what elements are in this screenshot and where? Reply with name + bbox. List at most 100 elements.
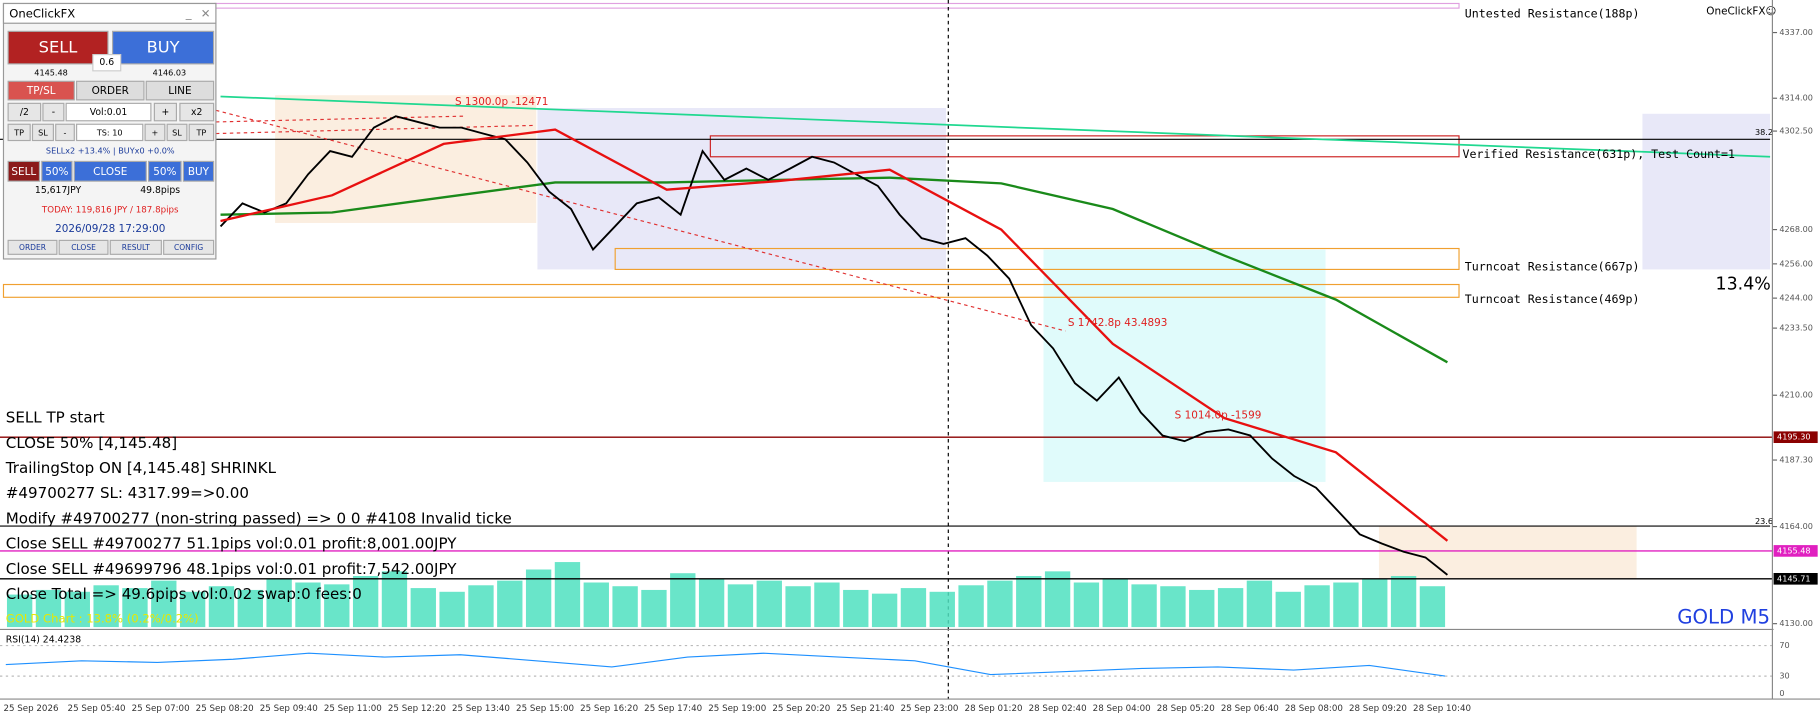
price-line [219, 115, 1448, 576]
volume-bar [1362, 578, 1388, 628]
volume-bar [439, 591, 465, 628]
percent-label: 13.4% [1716, 275, 1771, 295]
volume-bar [554, 562, 581, 628]
volume-bar [324, 584, 350, 628]
button-label: x2 [191, 107, 202, 118]
trade-label: S 1300.0p -12471 [455, 96, 548, 108]
time-label: 25 Sep 05:40 [68, 704, 126, 714]
volume-bar [1390, 576, 1417, 628]
button[interactable] [179, 102, 215, 122]
rsi-tick-label: 30 [1779, 671, 1789, 681]
volume-bar [1073, 582, 1100, 628]
time-label: 28 Sep 09:20 [1349, 704, 1407, 714]
button[interactable] [7, 80, 75, 101]
datetime: 2026/09/28 17:29:00 [55, 223, 165, 235]
status: SELLx2 +13.4% | BUYx0 +0.0% [46, 145, 175, 155]
volume-bar [1246, 580, 1273, 628]
button[interactable] [147, 160, 182, 182]
log-line: SELL TP start [6, 409, 105, 427]
zone-outline [2, 283, 1460, 298]
button[interactable] [42, 102, 65, 122]
volume-bar [1217, 588, 1244, 628]
time-label: 28 Sep 08:00 [1285, 704, 1343, 714]
time-label: 25 Sep 2026 [3, 704, 58, 714]
button-label: LINE [168, 85, 191, 97]
button[interactable] [112, 30, 215, 65]
button-label: BUY [147, 38, 180, 57]
button[interactable] [55, 123, 75, 142]
y-tick-label: 4256.00 [1779, 258, 1813, 268]
button[interactable] [76, 123, 144, 142]
volume-bar [208, 586, 235, 628]
time-label: 28 Sep 06:40 [1221, 704, 1279, 714]
time-label: 25 Sep 16:20 [580, 704, 638, 714]
button-label: 50% [45, 166, 68, 178]
brand-label: OneClickFX☺ [1706, 6, 1776, 18]
button[interactable] [7, 102, 42, 122]
y-tick-label: 4314.00 [1779, 93, 1813, 103]
volume-bar [381, 571, 408, 628]
button[interactable] [163, 239, 215, 255]
y-tick-label: 4268.00 [1779, 224, 1813, 234]
volume-bar [1333, 582, 1359, 628]
button[interactable] [31, 123, 54, 142]
time-label: 28 Sep 04:00 [1093, 704, 1151, 714]
button[interactable] [65, 102, 152, 122]
plot: 4337.00 4314.00 4302.50 4268.00 4256.00 4244.… [0, 6, 1818, 714]
time-label: 28 Sep 10:40 [1413, 704, 1471, 714]
rsi-tick-label: 0 [1779, 688, 1784, 698]
zone-outline [709, 135, 1460, 158]
button[interactable] [145, 80, 215, 101]
time-label: 28 Sep 05:20 [1157, 704, 1215, 714]
button[interactable] [188, 123, 215, 142]
price-marker [1773, 573, 1818, 585]
oneclick-panel: OneClickFX _ ✕ SELL BUY 0.6 4145.48 4146.03 TP/S… [2, 2, 217, 260]
y-tick-label: 4187.30 [1779, 455, 1813, 465]
button[interactable] [7, 30, 109, 65]
trade-label: S 1742.8p 43.4893 [1068, 317, 1168, 329]
trade-label: S 1014.0p -1599 [1175, 410, 1262, 422]
volume-bar [958, 585, 984, 628]
spread-box [92, 54, 122, 72]
rsi-tick-label: 70 [1779, 640, 1789, 650]
volume-bar [1044, 571, 1071, 628]
ask: 4146.03 [153, 68, 187, 78]
volume-bar [35, 589, 62, 628]
button[interactable] [41, 160, 73, 182]
close-icon[interactable]: ✕ [201, 6, 211, 20]
button[interactable] [182, 160, 215, 182]
log-line: #49700277 SL: 4317.99=>0.00 [6, 484, 249, 502]
zone [537, 108, 946, 270]
button[interactable] [109, 239, 162, 255]
log-line: Close SELL #49700277 51.1pips vol:0.01 p… [6, 535, 457, 553]
volume-bar [295, 582, 321, 628]
button-label: RESULT [122, 243, 150, 252]
today: TODAY: 119,816 JPY / 187.8pips [41, 206, 179, 216]
button[interactable] [7, 160, 41, 182]
button[interactable] [153, 102, 178, 122]
button-label: ORDER [19, 243, 47, 252]
time-label: 25 Sep 13:40 [452, 704, 510, 714]
button[interactable] [58, 239, 109, 255]
time-label: 25 Sep 09:40 [260, 704, 318, 714]
button[interactable] [7, 239, 58, 255]
ma-fast-line [220, 128, 1449, 542]
volume-bar [266, 578, 292, 628]
overlay-text: GOLD Chart : 13.8% (0.2%/0.2%) [6, 611, 199, 625]
button[interactable] [73, 160, 147, 182]
button-label: + [152, 127, 159, 137]
y-tick-label: 4210.00 [1779, 390, 1813, 400]
price-marker-label: 4155.48 [1777, 545, 1811, 555]
button[interactable] [166, 123, 188, 142]
fib-label: 23.6 [1755, 516, 1773, 526]
volume-bar [93, 585, 119, 628]
volume-bar [1131, 584, 1157, 628]
panel-title: OneClickFX [9, 6, 75, 20]
button[interactable] [7, 123, 31, 142]
button[interactable] [144, 123, 166, 142]
volume-bar [727, 584, 754, 628]
zone-label: Verified Resistance(631p), Test Count=1 [1463, 147, 1736, 161]
minimize-icon[interactable]: _ [185, 6, 192, 20]
button[interactable] [76, 80, 145, 101]
fib-label: 38.2 [1755, 127, 1773, 137]
